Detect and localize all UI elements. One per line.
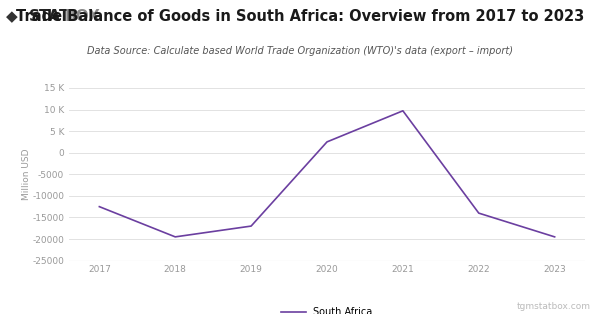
Text: ◆: ◆ [6, 9, 18, 24]
Text: Data Source: Calculate based World Trade Organization (WTO)'s data (export – imp: Data Source: Calculate based World Trade… [87, 46, 513, 56]
Legend: South Africa: South Africa [277, 303, 377, 314]
Text: STAT: STAT [29, 9, 70, 24]
Y-axis label: Million USD: Million USD [22, 149, 31, 200]
Text: BOX: BOX [65, 9, 101, 24]
Text: tgmstatbox.com: tgmstatbox.com [517, 302, 591, 311]
Text: Trade Balance of Goods in South Africa: Overview from 2017 to 2023: Trade Balance of Goods in South Africa: … [16, 9, 584, 24]
